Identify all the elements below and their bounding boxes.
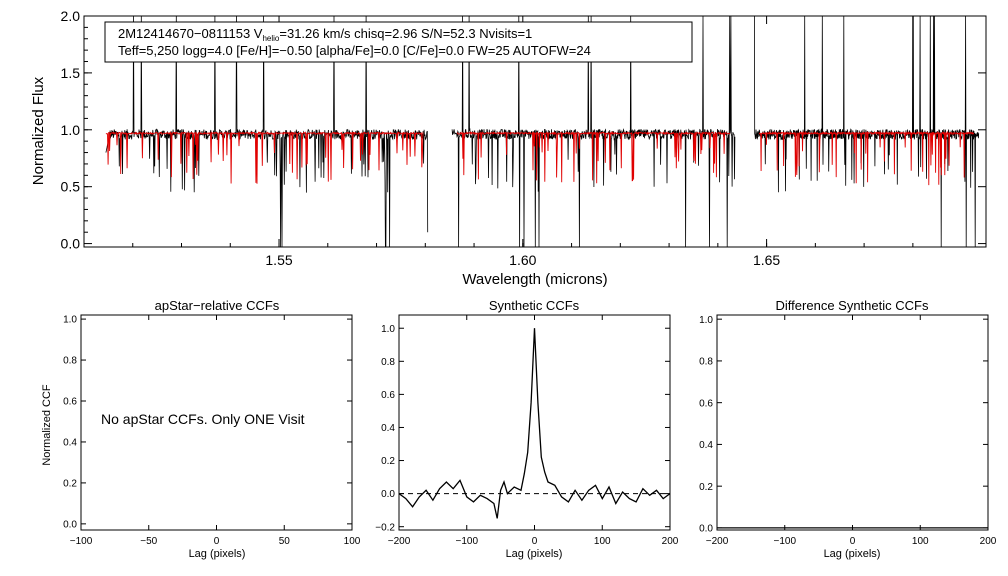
spectrum-ytick-label: 1.0: [61, 122, 81, 138]
difference-ccf-ytick-label: 0.0: [699, 524, 713, 535]
spectrum-ytick-label: 2.0: [61, 8, 81, 24]
annotation-line-2: Teff=5,250 logg=4.0 [Fe/H]=−0.50 [alpha/…: [118, 43, 591, 58]
spectrum-ytick-label: 0.5: [61, 179, 81, 195]
difference-ccf-xtick-label: 100: [912, 536, 929, 547]
spectrum-ticks: 1.55 1.60 1.65 0.0 0.5 1.0 1.5 2.0: [61, 8, 986, 268]
synthetic-ccf-xtick-label: 200: [662, 536, 679, 547]
synthetic-ccf-xtick-label: 0: [532, 536, 538, 547]
apstar-ccf-xlabel: Lag (pixels): [189, 548, 246, 560]
model-spectrum-segment: [105, 130, 424, 184]
apstar-ccf-note: No apStar CCFs. Only ONE Visit: [101, 411, 305, 427]
synthetic-ccf-ytick-label: −0.2: [375, 522, 395, 533]
difference-ccf-ticks: −200 −100 0 100 200 0.0 0.2 0.4 0.6 0.8 1.0: [699, 315, 997, 547]
model-spectrum-segment: [758, 130, 975, 186]
spectrum-xtick-label: 1.65: [753, 252, 780, 268]
synthetic-ccf-curve: [398, 328, 671, 519]
difference-ccf-panel: Difference Synthetic CCFs −200 −100 0 100 20…: [699, 298, 997, 560]
annotation-line-1: 2M12414670−0811153 Vhelio=31.26 km/s chi…: [118, 26, 532, 43]
apstar-ccf-ytick-label: 0.6: [63, 397, 77, 408]
synthetic-ccf-ytick-label: 1.0: [381, 324, 395, 335]
apstar-ccf-panel: apStar−relative CCFs −100 −50 0 50 100 0.0 0.2…: [41, 298, 361, 560]
spectrum-ytick-label: 1.5: [61, 65, 81, 81]
apstar-ccf-xtick-label: 50: [279, 536, 291, 547]
difference-ccf-ytick-label: 1.0: [699, 315, 713, 326]
difference-ccf-ytick-label: 0.6: [699, 398, 713, 409]
apstar-ccf-ytick-label: 0.0: [63, 519, 77, 530]
apstar-ccf-ytick-label: 0.4: [63, 438, 77, 449]
synthetic-ccf-ytick-label: 0.6: [381, 390, 395, 401]
apstar-ccf-ylabel: Normalized CCF: [41, 384, 53, 466]
apstar-ccf-xtick-label: 100: [344, 536, 361, 547]
difference-ccf-xtick-label: 0: [850, 536, 856, 547]
difference-ccf-xtick-label: 200: [980, 536, 997, 547]
synthetic-ccf-ytick-label: 0.0: [381, 489, 395, 500]
difference-ccf-xlabel: Lag (pixels): [824, 548, 881, 560]
synthetic-ccf-xtick-label: −100: [455, 536, 478, 547]
model-spectrum-segment: [456, 131, 731, 184]
difference-ccf-title: Difference Synthetic CCFs: [776, 298, 929, 313]
synthetic-ccf-xtick-label: −200: [388, 536, 411, 547]
annotation-box: [104, 21, 693, 63]
synthetic-ccf-panel: Synthetic CCFs −200 −100 0 100 200 −0.2 0.0 0.2…: [375, 298, 679, 560]
difference-ccf-xtick-label: −100: [773, 536, 796, 547]
synthetic-ccf-plot-area: [398, 328, 671, 519]
observed-spectrum-segment: [105, 15, 429, 248]
difference-ccf-xtick-label: −200: [706, 536, 729, 547]
spectrum-panel: 1.55 1.60 1.65 0.0 0.5 1.0 1.5 2.0 Wavelength (…: [30, 8, 987, 288]
apstar-ccf-xtick-label: −50: [140, 536, 157, 547]
synthetic-ccf-ticks: −200 −100 0 100 200 −0.2 0.0 0.2 0.4 0.6 0.8 1.0: [375, 315, 679, 547]
spectrum-ylabel: Normalized Flux: [30, 76, 47, 185]
spectrum-xtick-label: 1.55: [265, 252, 292, 268]
synthetic-ccf-ytick-label: 0.8: [381, 357, 395, 368]
apstar-ccf-ytick-label: 0.2: [63, 479, 77, 490]
apstar-ccf-title: apStar−relative CCFs: [155, 298, 280, 313]
difference-ccf-axes-frame: [716, 314, 989, 531]
spectrum-ytick-label: 0.0: [61, 236, 81, 252]
apstar-ccf-xtick-label: 0: [214, 536, 220, 547]
annotation-stats: =31.26 km/s chisq=2.96 S/N=52.3 Nvisits=…: [279, 26, 532, 41]
apstar-ccf-ytick-label: 0.8: [63, 356, 77, 367]
synthetic-ccf-xlabel: Lag (pixels): [506, 548, 563, 560]
synthetic-ccf-ytick-label: 0.2: [381, 456, 395, 467]
difference-ccf-ytick-label: 0.2: [699, 482, 713, 493]
synthetic-ccf-xtick-label: 100: [594, 536, 611, 547]
spectrum-axes-frame: [83, 15, 987, 248]
observed-spectrum-segment: [754, 15, 980, 248]
synthetic-ccf-title: Synthetic CCFs: [489, 298, 580, 313]
synthetic-ccf-ytick-label: 0.4: [381, 423, 395, 434]
spectrum-plot-area: [105, 15, 980, 248]
annotation-object-id: 2M12414670−0811153 V: [118, 26, 263, 41]
apstar-ccf-xtick-label: −100: [70, 536, 93, 547]
spectrum-xtick-label: 1.60: [509, 252, 536, 268]
apstar-ccf-ticks: −100 −50 0 50 100 0.0 0.2 0.4 0.6 0.8 1.0: [63, 315, 361, 547]
spectrum-xlabel: Wavelength (microns): [462, 271, 607, 288]
annotation-vhelio-subscript: helio: [262, 34, 279, 43]
difference-ccf-ytick-label: 0.4: [699, 440, 713, 451]
difference-ccf-ytick-label: 0.8: [699, 357, 713, 368]
observed-spectrum-segment: [451, 15, 736, 248]
apstar-ccf-ytick-label: 1.0: [63, 315, 77, 326]
